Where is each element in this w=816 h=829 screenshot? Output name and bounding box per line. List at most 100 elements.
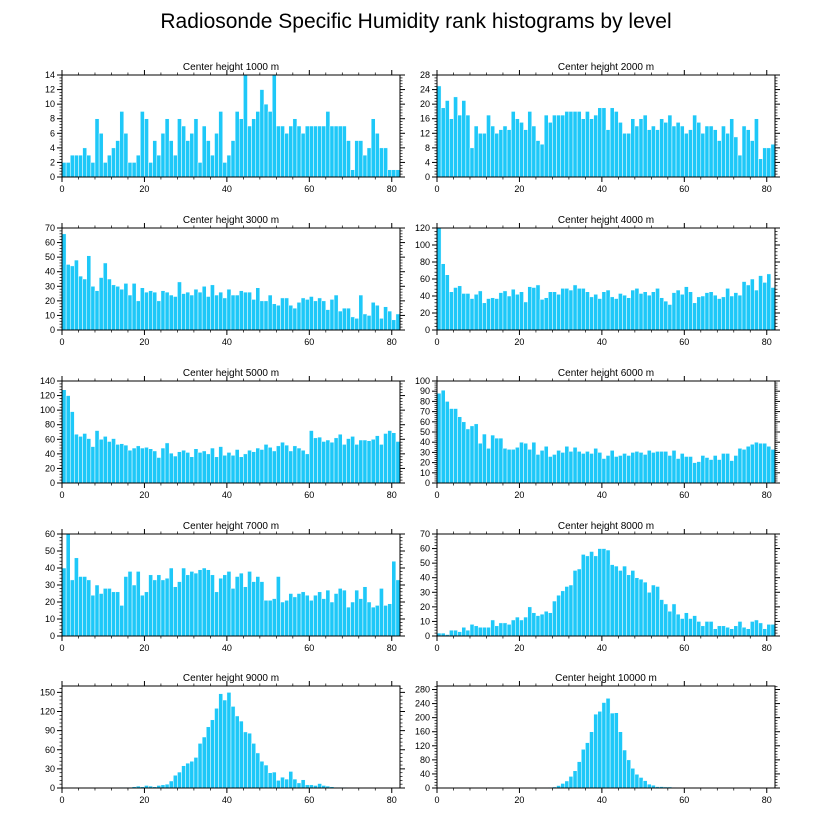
- bar: [759, 623, 763, 636]
- bar: [503, 623, 507, 636]
- bar: [540, 144, 544, 177]
- bar: [74, 155, 78, 177]
- bar: [726, 453, 730, 483]
- y-tick-label: 120: [415, 741, 430, 751]
- bar: [462, 627, 466, 636]
- bar: [622, 453, 626, 483]
- bar: [313, 595, 317, 636]
- bar: [754, 119, 758, 177]
- bar: [396, 580, 400, 636]
- bar: [318, 126, 322, 177]
- y-tick-label: 10: [45, 310, 55, 320]
- bar: [470, 624, 474, 636]
- bar: [375, 133, 379, 177]
- bar: [74, 558, 78, 636]
- bar: [528, 287, 532, 330]
- bar: [635, 126, 639, 177]
- y-tick-label: 60: [420, 544, 430, 554]
- bar: [309, 600, 313, 636]
- bar: [721, 126, 725, 177]
- bar: [701, 133, 705, 177]
- y-tick-label: 2: [50, 157, 55, 167]
- bar: [285, 133, 289, 177]
- x-tick-label: 60: [679, 643, 689, 653]
- bar: [606, 130, 610, 177]
- bar: [367, 315, 371, 330]
- bar: [260, 761, 264, 788]
- bar: [326, 440, 330, 483]
- bar: [223, 298, 227, 330]
- bar: [301, 592, 305, 636]
- bar: [606, 290, 610, 330]
- bar: [149, 449, 153, 483]
- bar: [491, 435, 495, 483]
- bar: [528, 111, 532, 177]
- bar: [243, 587, 247, 636]
- bar: [598, 711, 602, 788]
- bar: [499, 130, 503, 177]
- x-tick-label: 20: [139, 184, 149, 194]
- bar: [561, 783, 565, 788]
- bar: [631, 768, 635, 788]
- bar: [676, 614, 680, 636]
- bar: [95, 119, 99, 177]
- bar: [693, 463, 697, 483]
- bar: [169, 141, 173, 177]
- bar: [705, 621, 709, 636]
- bar: [771, 449, 775, 483]
- bar: [223, 700, 227, 788]
- bar: [272, 451, 276, 483]
- bar: [62, 390, 66, 483]
- bar: [462, 101, 466, 178]
- bar: [66, 396, 70, 483]
- bar: [437, 393, 441, 483]
- x-tick-label: 20: [139, 795, 149, 805]
- bar: [458, 115, 462, 177]
- bar: [767, 274, 771, 330]
- panel-title: Center height 3000 m: [183, 215, 279, 226]
- bar: [672, 293, 676, 330]
- bar: [466, 630, 470, 636]
- y-tick-label: 120: [40, 391, 55, 401]
- bar: [83, 279, 87, 330]
- y-tick-label: 20: [45, 597, 55, 607]
- bar: [297, 448, 301, 483]
- bar: [231, 295, 235, 330]
- bar: [239, 119, 243, 177]
- bar: [268, 295, 272, 330]
- y-tick-label: 0: [425, 478, 430, 488]
- bar: [754, 290, 758, 330]
- bar: [124, 283, 128, 330]
- bar: [482, 627, 486, 636]
- bar: [116, 444, 120, 483]
- bar: [235, 577, 239, 637]
- bar: [581, 749, 585, 788]
- bar: [730, 119, 734, 177]
- y-tick-label: 60: [45, 434, 55, 444]
- bar: [388, 604, 392, 636]
- bar: [215, 592, 219, 636]
- bar: [660, 119, 664, 177]
- bar: [293, 119, 297, 177]
- y-tick-label: 60: [45, 238, 55, 248]
- bar: [165, 119, 169, 177]
- bar: [569, 776, 573, 788]
- bar: [742, 126, 746, 177]
- bar: [107, 279, 111, 330]
- bar: [252, 119, 256, 177]
- bar: [519, 620, 523, 636]
- bar: [144, 292, 148, 330]
- bar: [223, 455, 227, 483]
- bar: [453, 288, 457, 331]
- y-tick-label: 40: [45, 267, 55, 277]
- bar: [313, 126, 317, 177]
- bar: [260, 301, 264, 330]
- bar: [140, 111, 144, 177]
- bar: [182, 126, 186, 177]
- bar: [247, 292, 251, 330]
- bar: [95, 585, 99, 636]
- bar: [647, 295, 651, 330]
- bar: [581, 554, 585, 636]
- bar: [235, 295, 239, 330]
- x-tick-label: 40: [222, 337, 232, 347]
